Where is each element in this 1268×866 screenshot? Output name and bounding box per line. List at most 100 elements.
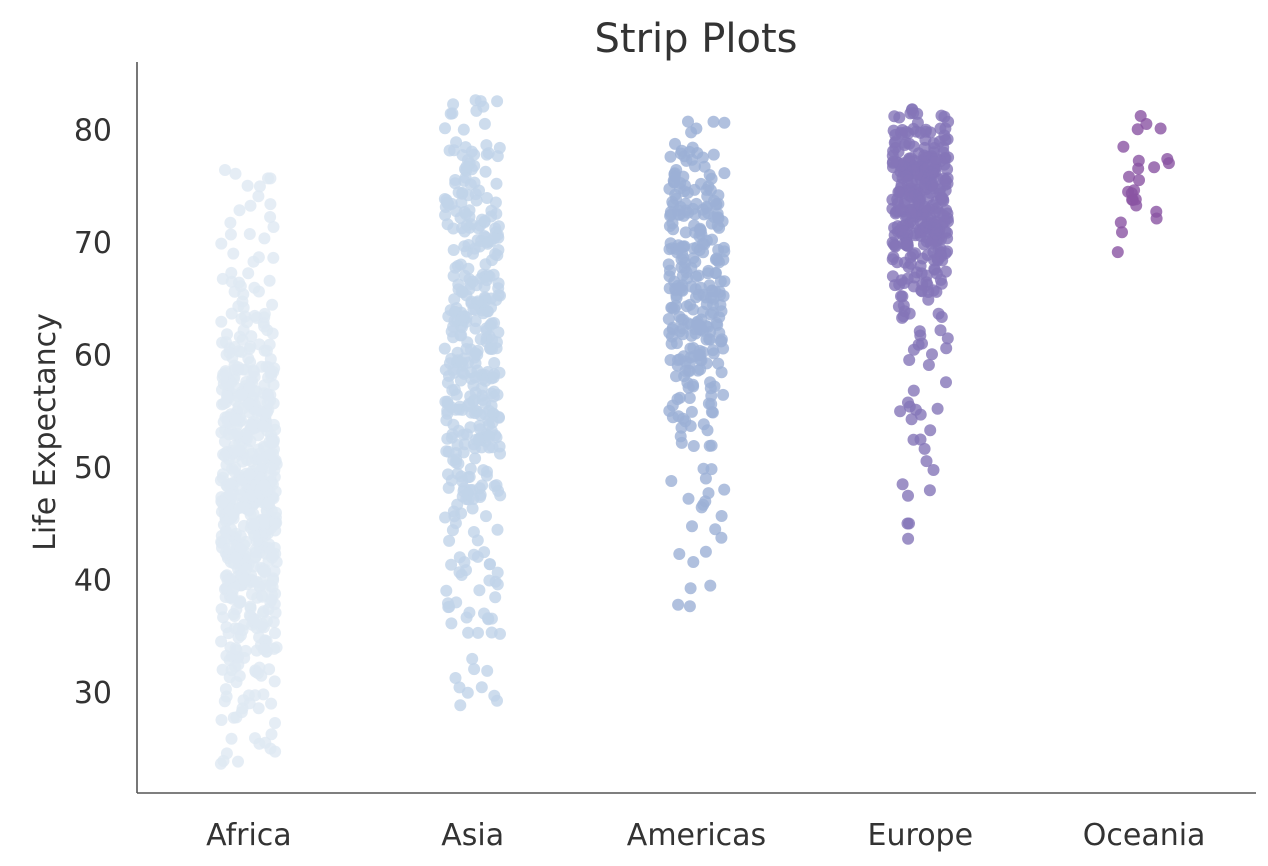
data-point <box>931 402 944 415</box>
data-point <box>252 190 265 203</box>
ticks-layer: 30 40 50 60 70 80 Africa Asia Americas Europe Ocea… <box>74 114 1206 854</box>
data-point <box>938 129 951 142</box>
data-point <box>439 122 451 135</box>
data-point <box>240 562 253 575</box>
data-point <box>257 516 270 529</box>
data-point <box>893 111 906 124</box>
data-point <box>480 139 493 152</box>
data-point <box>474 409 487 422</box>
data-point <box>469 452 482 465</box>
data-point <box>489 196 502 209</box>
data-point <box>480 148 493 161</box>
data-point <box>694 363 707 376</box>
data-point <box>269 606 282 619</box>
data-point <box>461 487 474 500</box>
data-point <box>224 228 237 241</box>
data-point <box>488 357 501 369</box>
data-point <box>264 448 276 461</box>
data-point <box>238 573 251 586</box>
axes-layer <box>136 62 1256 794</box>
data-point <box>469 188 482 201</box>
data-point <box>473 584 486 597</box>
data-point <box>471 364 484 377</box>
data-point <box>258 565 271 578</box>
data-point <box>258 379 271 392</box>
y-tick-label: 40 <box>74 563 112 598</box>
data-point <box>439 363 452 376</box>
data-point <box>258 320 271 333</box>
data-point <box>491 95 504 108</box>
data-point <box>897 225 910 238</box>
data-point <box>902 396 914 409</box>
data-point <box>664 209 677 222</box>
data-point <box>257 420 269 433</box>
data-point <box>892 186 905 199</box>
data-point <box>263 274 276 287</box>
data-point <box>248 309 261 322</box>
data-point <box>679 355 692 368</box>
data-point <box>685 329 698 342</box>
data-point <box>479 165 492 178</box>
series-africa <box>214 164 283 770</box>
data-point <box>902 489 914 502</box>
data-point <box>677 412 690 425</box>
data-point <box>687 440 700 452</box>
data-point <box>670 299 682 312</box>
data-point <box>675 436 688 449</box>
data-point <box>1148 161 1161 174</box>
data-point <box>699 472 712 485</box>
data-point <box>445 325 458 338</box>
data-point <box>485 626 498 639</box>
data-point <box>216 496 229 509</box>
data-point <box>449 672 462 684</box>
data-point <box>919 177 932 190</box>
data-point <box>452 457 465 470</box>
data-point <box>683 600 696 613</box>
data-point <box>901 239 914 252</box>
data-point <box>232 401 245 414</box>
data-point <box>242 689 255 702</box>
data-point <box>245 330 258 343</box>
data-point <box>269 745 282 758</box>
data-point <box>902 532 915 545</box>
data-point <box>688 219 701 232</box>
data-point <box>478 117 491 130</box>
data-point <box>493 366 506 379</box>
data-point <box>474 333 487 346</box>
data-point <box>706 344 719 357</box>
data-point <box>442 468 454 481</box>
data-point <box>491 523 504 536</box>
data-point <box>671 393 684 406</box>
data-point <box>225 266 238 279</box>
data-point <box>468 176 481 189</box>
data-point <box>229 413 242 426</box>
data-point <box>483 441 496 454</box>
x-tick-label: Asia <box>441 818 504 853</box>
data-point <box>439 209 452 222</box>
data-point <box>905 206 918 219</box>
data-point <box>1161 153 1174 165</box>
points-layer <box>214 94 1175 770</box>
data-point <box>458 206 471 218</box>
data-point <box>223 542 235 555</box>
data-point <box>259 736 272 749</box>
data-point <box>930 153 943 165</box>
data-point <box>717 388 730 401</box>
data-point <box>491 578 504 591</box>
data-point <box>697 418 710 431</box>
data-point <box>265 728 278 741</box>
data-point <box>438 342 451 355</box>
data-point <box>907 384 920 397</box>
data-point <box>488 317 501 329</box>
data-point <box>924 424 937 437</box>
data-point <box>700 298 713 311</box>
x-tick-label: Africa <box>206 818 292 853</box>
data-point <box>699 545 712 558</box>
data-point <box>471 534 484 547</box>
data-point <box>454 258 467 271</box>
data-point <box>1116 226 1128 239</box>
data-point <box>264 198 277 211</box>
data-point <box>455 196 468 209</box>
data-point <box>692 269 705 282</box>
data-point <box>268 362 281 375</box>
